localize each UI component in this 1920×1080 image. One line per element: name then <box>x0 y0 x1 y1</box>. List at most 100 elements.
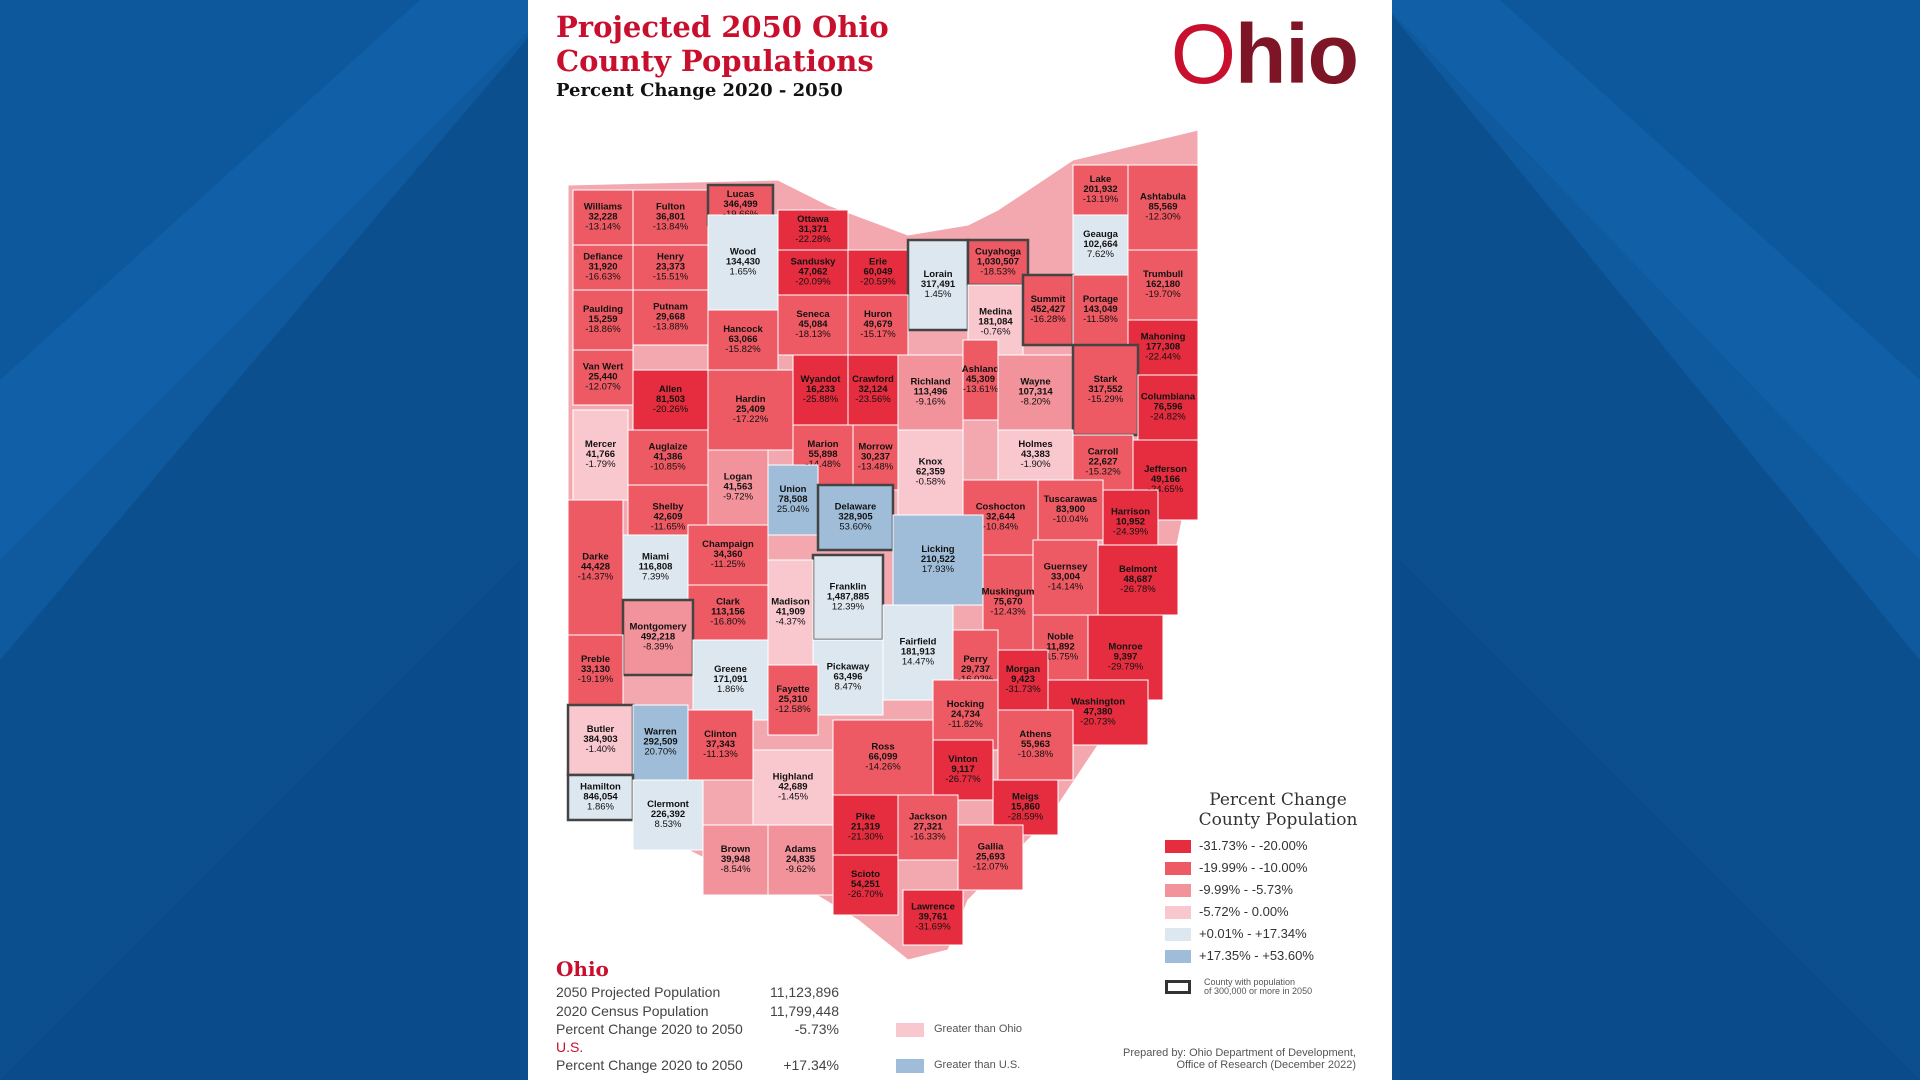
county-name: Wayne <box>1020 377 1050 388</box>
county-population: 36,801 <box>656 212 686 223</box>
county-name: Monroe <box>1108 642 1142 653</box>
county-name: Butler <box>587 724 615 735</box>
county-population: 25,693 <box>976 852 1005 863</box>
county-population: 55,898 <box>808 449 837 460</box>
legend-outline-swatch <box>1165 980 1191 994</box>
legend-swatch <box>1165 950 1191 964</box>
county-percent-change: -1.90% <box>1020 459 1051 470</box>
county-name: Geauga <box>1083 229 1119 240</box>
county-name: Hocking <box>947 699 985 710</box>
county-name: Adams <box>785 844 817 855</box>
stat-value: -5.73% <box>794 1021 839 1037</box>
county-population: 49,166 <box>1151 474 1180 485</box>
county-name: Clermont <box>647 799 690 810</box>
stat-label: Percent Change 2020 to 2050 <box>556 1057 743 1073</box>
county-population: 15,860 <box>1011 802 1040 813</box>
county-name: Madison <box>771 597 810 608</box>
county-population: 492,218 <box>641 632 675 643</box>
county-population: 292,509 <box>643 737 677 748</box>
county-percent-change: -4.37% <box>775 617 806 628</box>
county-name: Union <box>780 484 807 495</box>
county-shape <box>902 889 964 946</box>
county-percent-change: -16.80% <box>710 617 746 628</box>
county-name: Van Wert <box>583 362 624 373</box>
county-name: Ashland <box>962 364 1000 375</box>
legend-note-line-2: of 300,000 or more in 2050 <box>1204 986 1313 996</box>
county-name: Marion <box>807 439 838 450</box>
county-name: Meigs <box>1012 792 1039 803</box>
legend-item: -5.72% - 0.00% <box>1165 904 1289 920</box>
county-shape <box>957 824 1024 891</box>
county-percent-change: -10.38% <box>1018 749 1054 760</box>
county-percent-change: -12.07% <box>973 862 1009 873</box>
county-population: 346,499 <box>723 199 757 210</box>
county-population: 9,397 <box>1114 652 1138 663</box>
key-swatch-us <box>896 1059 924 1073</box>
county-name: Erie <box>869 257 887 268</box>
legend-swatch <box>1165 884 1191 898</box>
legend-title: Percent Change County Population <box>1178 790 1378 830</box>
legend-swatch <box>1165 906 1191 920</box>
county-percent-change: 7.39% <box>642 572 669 583</box>
county-percent-change: -31.69% <box>915 922 951 933</box>
county-name: Richland <box>910 377 950 388</box>
county-percent-change: -1.40% <box>585 744 616 755</box>
legend-item: +17.35% - +53.60% <box>1165 948 1314 964</box>
county-name: Montgomery <box>630 622 688 633</box>
county-percent-change: -8.20% <box>1020 397 1051 408</box>
county-name: Ashtabula <box>1140 192 1187 203</box>
prepared-line-1: Prepared by: Ohio Department of Developm… <box>1123 1047 1356 1059</box>
county-population: 22,627 <box>1088 457 1117 468</box>
county-population: 25,440 <box>588 372 617 383</box>
us-label: U.S. <box>556 1039 584 1055</box>
county-percent-change: -29.79% <box>1108 662 1144 673</box>
county-name: Williams <box>584 202 622 213</box>
county-percent-change: -16.63% <box>585 272 621 283</box>
county-name: Putnam <box>653 302 688 313</box>
county-population: 42,689 <box>778 782 807 793</box>
county-percent-change: -18.13% <box>795 329 831 340</box>
county-name: Darke <box>582 552 608 563</box>
county-percent-change: -12.43% <box>990 607 1026 618</box>
county-name: Harrison <box>1111 507 1150 518</box>
county-name: Clark <box>716 597 740 608</box>
county-population: 41,766 <box>586 449 615 460</box>
stat-value: +17.34% <box>783 1057 839 1073</box>
county-shape <box>752 749 834 826</box>
county-name: Ottawa <box>797 214 829 225</box>
county-name: Paulding <box>583 304 623 315</box>
legend-swatch <box>1165 928 1191 942</box>
county-name: Mahoning <box>1141 332 1186 343</box>
ohio-county-map: Williams32,228-13.14%Fulton36,801-13.84%… <box>566 129 1199 961</box>
county-percent-change: -26.78% <box>1120 584 1156 595</box>
county-shape <box>847 249 909 296</box>
county-percent-change: -22.44% <box>1145 352 1181 363</box>
county-percent-change: -1.45% <box>778 792 809 803</box>
county-population: 210,522 <box>921 554 955 565</box>
county-name: Tuscarawas <box>1044 494 1098 505</box>
county-population: 41,563 <box>723 482 752 493</box>
county-name: Summit <box>1031 294 1067 305</box>
county-name: Pike <box>856 812 876 823</box>
county-name: Auglaize <box>648 442 687 453</box>
county-percent-change: -19.70% <box>1145 289 1181 300</box>
county-percent-change: -23.56% <box>855 394 891 405</box>
county-percent-change: -14.37% <box>578 572 614 583</box>
